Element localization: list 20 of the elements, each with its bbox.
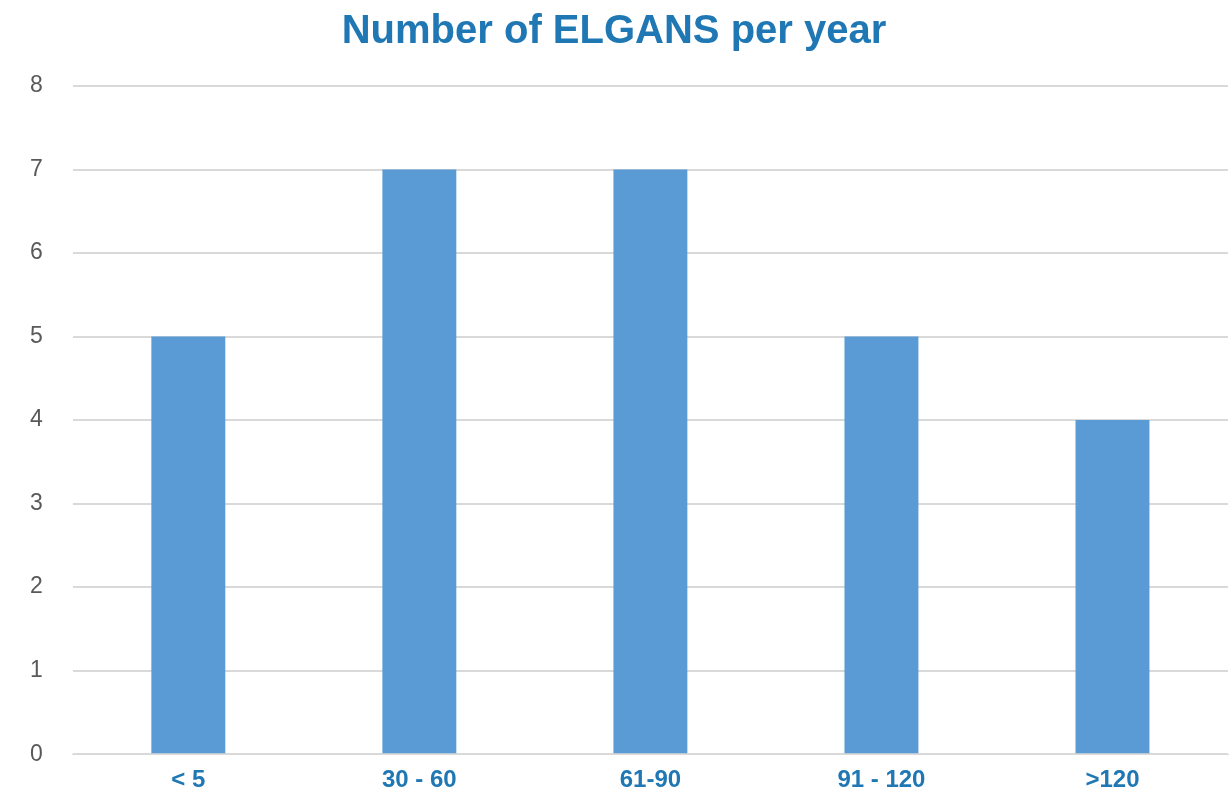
y-tick-label: 3 xyxy=(29,488,43,515)
x-tick-label: 91 - 120 xyxy=(837,765,926,793)
x-tick-label: < 5 xyxy=(171,765,206,793)
bar xyxy=(613,169,688,754)
y-tick-label: 8 xyxy=(29,71,43,98)
y-tick-label: 5 xyxy=(29,321,43,348)
x-tick-label: 61-90 xyxy=(619,765,682,793)
bar xyxy=(844,336,919,754)
x-tick-label: >120 xyxy=(1085,765,1140,793)
bar xyxy=(382,169,457,754)
y-tick-label: 2 xyxy=(29,572,43,599)
y-tick-label: 0 xyxy=(29,739,43,766)
y-tick-label: 1 xyxy=(29,656,43,683)
y-tick-label: 6 xyxy=(29,238,43,265)
bar xyxy=(151,336,226,754)
y-tick-label: 4 xyxy=(29,405,43,432)
y-tick-label: 7 xyxy=(29,154,43,181)
bar xyxy=(1075,420,1150,754)
x-tick-label: 30 - 60 xyxy=(381,765,457,793)
chart-title: Number of ELGANS per year xyxy=(341,7,887,52)
